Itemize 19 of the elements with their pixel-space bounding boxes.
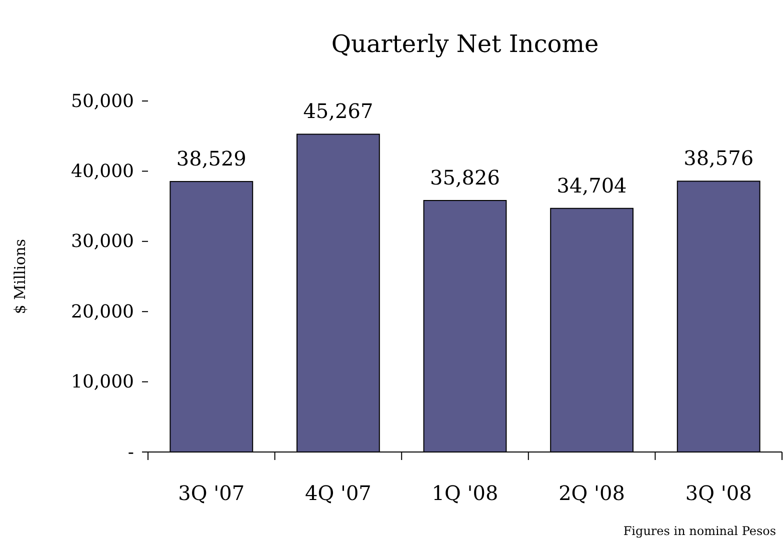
y-tick-label: 50,000 xyxy=(71,90,134,112)
y-axis-title: $ Millions xyxy=(11,238,29,314)
x-tick-label: 4Q '07 xyxy=(304,481,372,505)
chart-title: Quarterly Net Income xyxy=(331,30,599,58)
x-tick-label: 3Q '08 xyxy=(685,481,752,505)
x-tick-label: 2Q '08 xyxy=(558,481,626,505)
x-tick-label: 1Q '08 xyxy=(432,481,498,505)
data-label: 38,529 xyxy=(176,146,246,171)
data-label: 38,576 xyxy=(684,146,754,170)
data-label: 35,826 xyxy=(430,166,500,190)
text: Figures in nominal Pesos xyxy=(623,524,776,538)
x-tick-label: 3Q '07 xyxy=(178,481,245,505)
y-tick-label: 30,000 xyxy=(71,231,134,252)
y-tick-label: 40,000 xyxy=(71,160,134,182)
y-tick-label: 20,000 xyxy=(71,301,134,322)
data-label: 34,704 xyxy=(556,173,627,198)
data-label: 45,267 xyxy=(303,99,374,124)
y-tick-label: 10,000 xyxy=(71,372,134,393)
y-tick-label: - xyxy=(128,442,134,463)
